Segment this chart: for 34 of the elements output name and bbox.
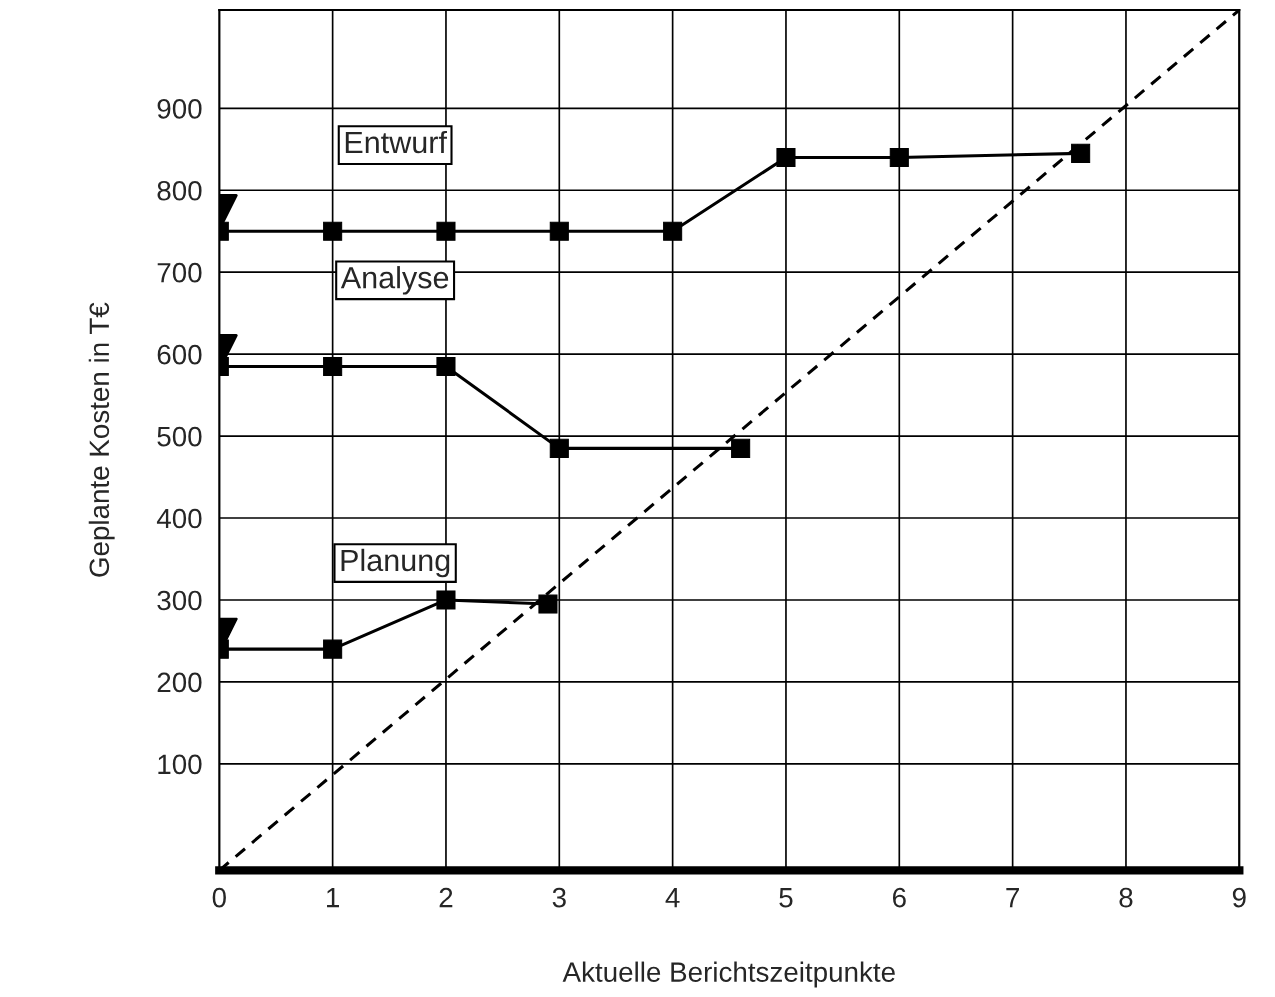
- x-tick-label: 9: [1232, 887, 1246, 908]
- point: [436, 356, 456, 376]
- x-tick-label: 0: [212, 887, 226, 908]
- x-tick-label: 5: [779, 888, 793, 908]
- y-tick-label: 800: [157, 180, 202, 201]
- text: Entwurf: [345, 130, 447, 154]
- y-tick-label: 200: [157, 672, 202, 693]
- text: Analyse: [340, 266, 449, 295]
- x-axis-title: Aktuelle Berichtszeitpunkte: [562, 961, 895, 988]
- x-tick-label: 7: [1006, 888, 1019, 908]
- point: [776, 147, 796, 168]
- x-tick-label: 6: [892, 887, 906, 908]
- x-tick-label: 4: [665, 888, 680, 908]
- point: [663, 221, 683, 241]
- x-tick-label: 2: [439, 887, 453, 908]
- x-tick-label: 3: [552, 887, 566, 908]
- y-tick-label: 300: [157, 590, 202, 611]
- x-tick-label: 8: [1119, 887, 1133, 908]
- y-tick-label: 900: [157, 98, 202, 119]
- series-label: Planung: [341, 548, 450, 578]
- x-tick-label: 1: [327, 888, 339, 908]
- y-tick-label: 500: [157, 426, 202, 447]
- point: [538, 594, 558, 614]
- point: [436, 221, 456, 241]
- point: [436, 590, 456, 610]
- y-tick-label: 400: [156, 508, 202, 529]
- y-tick-label: 600: [157, 344, 202, 365]
- y-tick-label: 100: [158, 754, 202, 775]
- point: [731, 438, 751, 458]
- point: [549, 438, 569, 458]
- point: [549, 221, 569, 241]
- y-tick-label: 700: [157, 262, 202, 283]
- y-axis-title: Geplante Kosten in T€: [88, 302, 115, 577]
- point: [889, 147, 909, 168]
